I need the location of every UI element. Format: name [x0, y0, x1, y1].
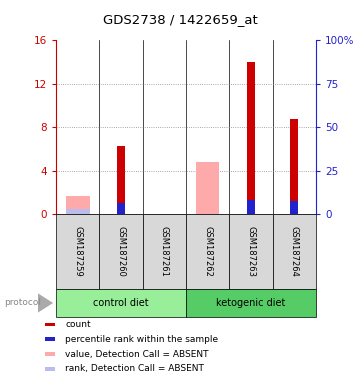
Polygon shape: [38, 293, 53, 313]
Text: GDS2738 / 1422659_at: GDS2738 / 1422659_at: [103, 13, 258, 26]
Bar: [290, 201, 298, 214]
Bar: [45, 338, 55, 341]
Text: GSM187264: GSM187264: [290, 226, 299, 277]
FancyBboxPatch shape: [56, 214, 99, 289]
Bar: [45, 323, 55, 326]
Text: rank, Detection Call = ABSENT: rank, Detection Call = ABSENT: [65, 364, 204, 373]
Bar: [290, 119, 298, 214]
Bar: [117, 146, 125, 214]
Bar: [196, 162, 219, 214]
Bar: [66, 196, 90, 214]
Text: count: count: [65, 320, 91, 329]
FancyBboxPatch shape: [186, 214, 229, 289]
Text: ketogenic diet: ketogenic diet: [216, 298, 286, 308]
FancyBboxPatch shape: [143, 214, 186, 289]
FancyBboxPatch shape: [186, 289, 316, 317]
Bar: [247, 200, 255, 214]
Bar: [45, 367, 55, 371]
Text: GSM187262: GSM187262: [203, 226, 212, 277]
FancyBboxPatch shape: [56, 289, 186, 317]
FancyBboxPatch shape: [229, 214, 273, 289]
FancyBboxPatch shape: [273, 214, 316, 289]
Bar: [66, 209, 90, 214]
Text: control diet: control diet: [93, 298, 149, 308]
Text: percentile rank within the sample: percentile rank within the sample: [65, 334, 218, 344]
Text: GSM187263: GSM187263: [247, 226, 255, 277]
FancyBboxPatch shape: [99, 214, 143, 289]
Bar: [247, 62, 255, 214]
Text: value, Detection Call = ABSENT: value, Detection Call = ABSENT: [65, 349, 209, 359]
Bar: [45, 353, 55, 356]
Text: GSM187261: GSM187261: [160, 226, 169, 277]
Bar: [117, 203, 125, 214]
Text: protocol: protocol: [4, 298, 41, 308]
Text: GSM187260: GSM187260: [117, 226, 125, 277]
Text: GSM187259: GSM187259: [73, 226, 82, 277]
